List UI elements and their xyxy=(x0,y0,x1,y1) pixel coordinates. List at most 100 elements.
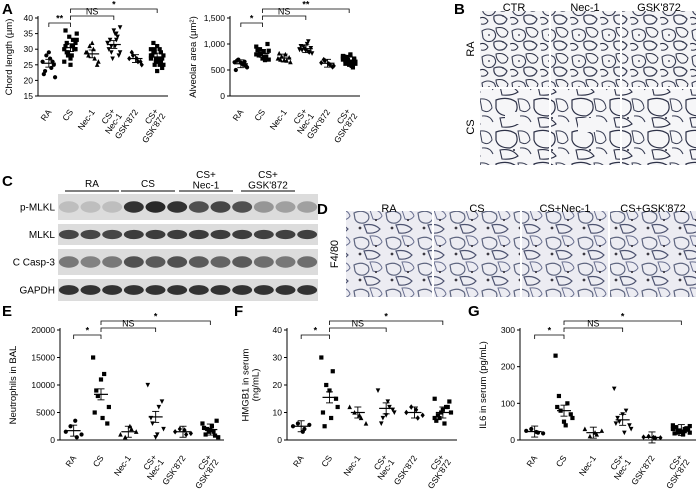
blot-strip xyxy=(58,224,318,245)
data-point xyxy=(344,56,349,61)
data-point xyxy=(161,426,166,432)
data-point xyxy=(67,34,72,39)
il6-chart: 0 100 200 300 IL6 in serum (pg/mL) RA CS Nec-1 C… xyxy=(478,312,696,491)
blot-band xyxy=(275,285,296,295)
x-tick-label: CS+GSK'872 xyxy=(419,452,454,489)
data-point xyxy=(109,43,114,49)
x-tick-label: CS+GSK'872 xyxy=(186,452,221,489)
significance-bracket xyxy=(240,22,263,27)
blot-strip xyxy=(58,279,318,301)
micrograph-cs-ctr xyxy=(480,89,549,165)
blot-band xyxy=(145,201,166,213)
data-point xyxy=(309,51,315,56)
panel-letter-b: B xyxy=(454,1,465,18)
blot-band xyxy=(188,229,209,240)
data-point xyxy=(107,37,113,43)
data-point xyxy=(216,435,221,440)
data-point xyxy=(541,431,546,436)
significance-label: NS xyxy=(122,319,135,329)
data-point xyxy=(152,50,157,55)
data-point xyxy=(306,39,311,44)
blot-band xyxy=(80,256,101,268)
data-point xyxy=(432,415,437,421)
micrograph-f480-cs-nec1 xyxy=(522,211,608,297)
micrograph-f480-cs-gsk872 xyxy=(610,211,696,297)
data-point xyxy=(242,59,247,64)
data-point xyxy=(73,47,78,52)
y-tick-label: 10000 xyxy=(31,380,55,390)
x-tick-label: CS+GSK'872 xyxy=(657,452,692,489)
x-tick-label: CS+Nec-1 xyxy=(368,452,396,481)
data-point xyxy=(568,412,573,417)
data-point xyxy=(335,404,340,410)
data-point xyxy=(434,418,439,423)
x-tick-label-line: Nec-1 xyxy=(268,107,289,132)
x-tick-label: CS xyxy=(252,107,267,123)
data-point xyxy=(347,404,352,410)
data-point xyxy=(363,420,369,426)
data-point xyxy=(74,31,79,36)
data-point xyxy=(613,421,619,427)
micrograph-grid-b xyxy=(480,11,696,165)
blot-band xyxy=(188,256,209,268)
data-point xyxy=(682,429,687,434)
x-tick-label-line: CS xyxy=(91,453,106,469)
significance-label: * xyxy=(621,312,625,322)
data-point xyxy=(156,59,161,64)
data-point xyxy=(158,59,164,64)
data-point xyxy=(243,63,248,68)
data-point xyxy=(307,50,312,55)
x-tick-label: GSK'872 xyxy=(392,453,420,487)
y-axis-label-line: Chord length (μm) xyxy=(4,19,15,96)
micrograph-cs-gsk872 xyxy=(622,89,696,165)
significance-bracket xyxy=(100,327,157,332)
y-tick-label: 20 xyxy=(273,380,283,390)
y-axis-label: HMGB1 in serum(ng/mL) xyxy=(240,348,261,421)
y-tick-label: 30 xyxy=(273,353,283,363)
data-point xyxy=(156,56,161,61)
x-tick-label-line: Nec-1 xyxy=(112,453,133,478)
micrograph-f480-ra xyxy=(346,211,432,297)
data-point xyxy=(69,53,74,58)
y-axis-label: IL6 in serum (pg/mL) xyxy=(478,341,489,429)
blot-band xyxy=(297,201,318,213)
data-point xyxy=(266,48,271,53)
x-tick-label: RA xyxy=(231,107,246,123)
significance-label: * xyxy=(112,0,116,10)
blot-band xyxy=(167,201,188,213)
blot-row-label: GAPDH xyxy=(19,286,55,297)
y-tick-label: 35 xyxy=(24,29,34,39)
blot-band xyxy=(123,285,144,295)
data-point xyxy=(156,404,162,410)
blot-band xyxy=(275,256,296,268)
data-point xyxy=(41,72,46,77)
significance-label: * xyxy=(314,326,318,336)
significance-bracket xyxy=(563,327,624,332)
panel-letter-c: C xyxy=(2,173,13,190)
blot-band xyxy=(210,229,231,240)
data-point xyxy=(327,388,332,393)
data-point xyxy=(212,433,218,438)
data-point xyxy=(70,37,76,42)
significance-label: NS xyxy=(86,7,99,17)
data-point xyxy=(91,355,96,360)
blot-band xyxy=(167,256,188,268)
blot-band xyxy=(210,256,231,268)
panel-letter-a: A xyxy=(2,1,13,18)
d-col-label-cs: CS xyxy=(469,203,484,215)
y-tick-label: 0 xyxy=(510,435,515,445)
micrograph-ra-gsk872 xyxy=(622,11,696,87)
alveolar-area-chart: 0 500 1,000 1,500 Alveolar area (μm²) RA CS Nec… xyxy=(188,0,360,145)
significance-label: * xyxy=(86,326,90,336)
significance-label: NS xyxy=(352,319,365,329)
data-point xyxy=(290,424,296,429)
data-point xyxy=(330,64,335,70)
y-tick-label: 0 xyxy=(50,435,55,445)
data-point xyxy=(582,426,588,432)
data-point xyxy=(254,44,259,49)
data-point xyxy=(184,431,189,438)
blot-row-label: MLKL xyxy=(29,230,56,241)
data-point xyxy=(65,50,71,55)
data-point xyxy=(432,396,437,401)
